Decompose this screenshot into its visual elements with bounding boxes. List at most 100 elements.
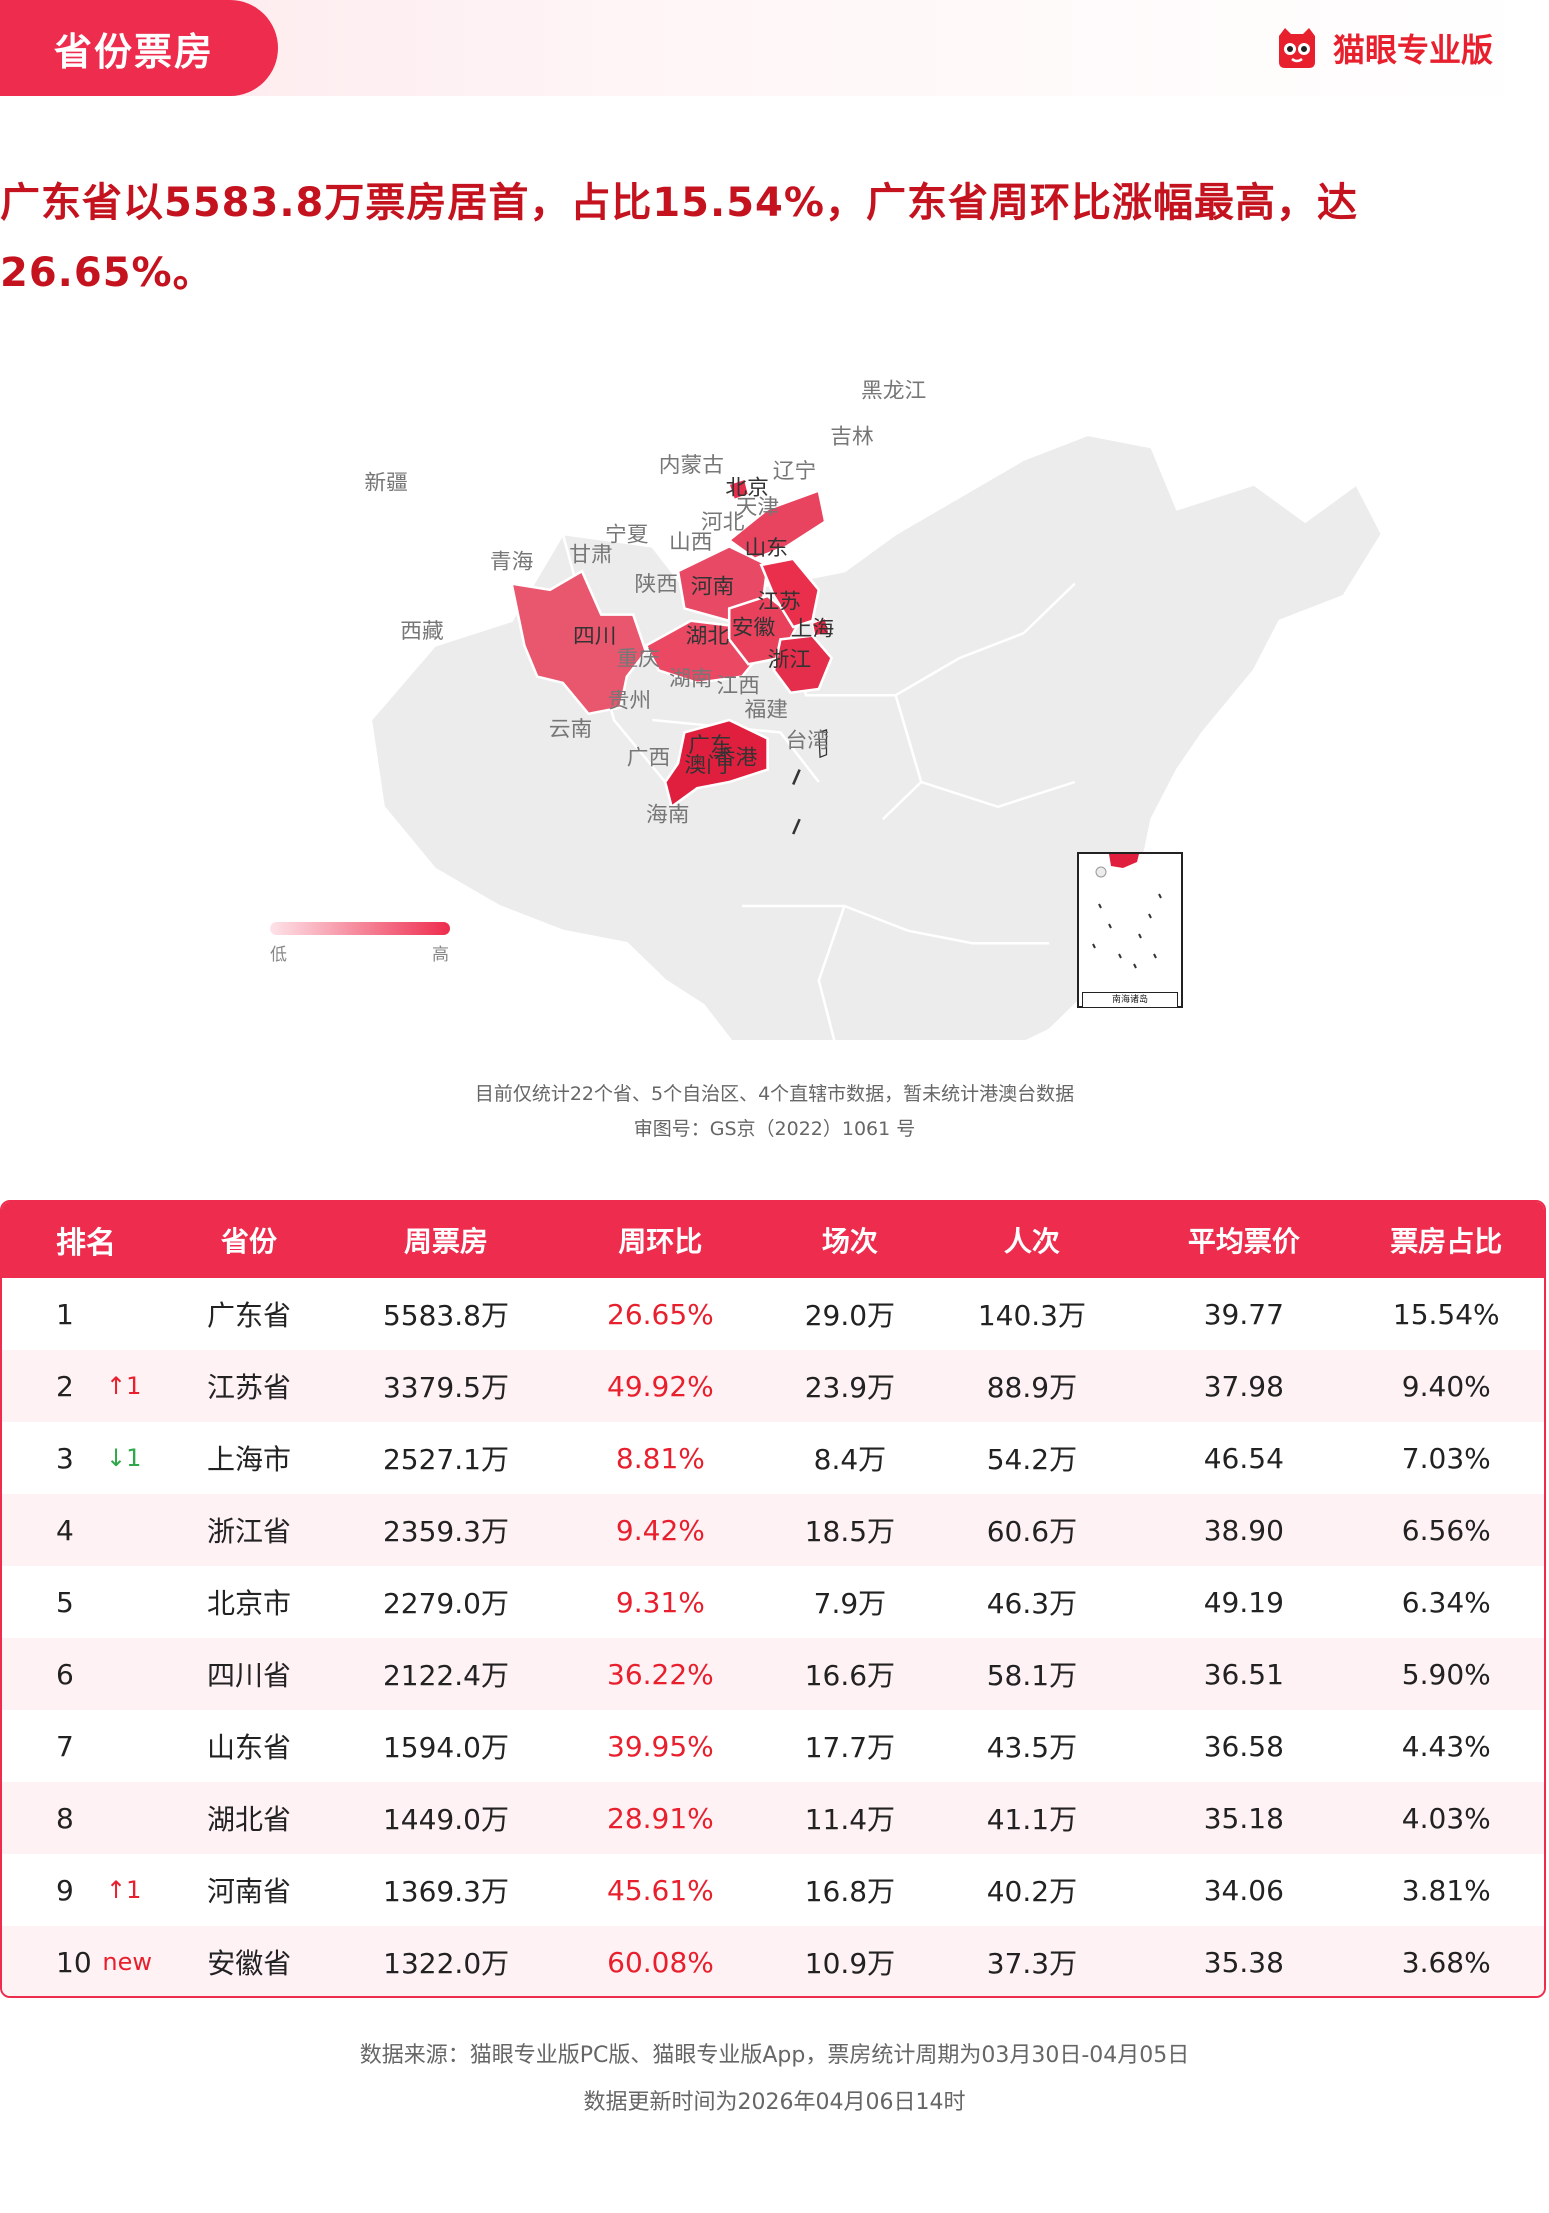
rank-cell: 9 ↑1	[2, 1874, 152, 1907]
attendance-cell: 37.3万	[986, 1947, 1078, 1980]
map-label-xinjiang: 新疆	[364, 471, 407, 496]
province-beijing	[728, 478, 750, 501]
map-label-gansu: 甘肃	[569, 543, 612, 568]
weekly-boxoffice-cell: 1594.0万	[382, 1731, 509, 1764]
week-over-week-cell: 36.22%	[607, 1657, 714, 1691]
table-row[interactable]: 4 浙江省 2359.3万 9.42% 18.5万 60.6万 38.90 6.56%	[2, 1494, 1544, 1566]
shows-cell: 18.5万	[804, 1515, 896, 1548]
avg-price-cell: 37.98	[1203, 1369, 1284, 1403]
cat-eye-logo-icon	[1278, 28, 1315, 68]
map-note-coverage: 目前仅统计22个省、5个自治区、4个直辖市数据，暂未统计港澳台数据	[474, 1083, 1075, 1105]
table-header-row: 排名 省份 周票房 周环比 场次 人次 平均票价 票房占比	[2, 1202, 1544, 1278]
share-cell: 7.03%	[1401, 1441, 1491, 1475]
south-sea-inset	[1077, 852, 1183, 1008]
header-shows: 场次	[821, 1225, 878, 1258]
weekly-boxoffice-cell: 2279.0万	[382, 1587, 509, 1620]
header-rank: 排名	[56, 1226, 116, 1261]
map-note-approval: 审图号：GS京（2022）1061 号	[633, 1118, 916, 1140]
map-label-tianjin: 天津	[736, 495, 779, 520]
map-boundaries	[561, 533, 1076, 1080]
map-label-xianggang: 香港	[714, 746, 757, 771]
province-cell: 浙江省	[206, 1515, 291, 1548]
rank-change: ↑1	[106, 1876, 142, 1904]
shows-cell: 17.7万	[804, 1731, 896, 1764]
map-label-qinghai: 青海	[490, 550, 533, 575]
weekly-boxoffice-cell: 2527.1万	[382, 1443, 509, 1476]
shows-cell: 16.8万	[804, 1875, 896, 1908]
weekly-boxoffice-cell: 5583.8万	[382, 1299, 509, 1332]
header-share: 票房占比	[1390, 1225, 1503, 1258]
china-map: 新疆 西藏 青海 甘肃 内蒙古 宁夏 山西 陕西 河北 北京 天津 山东 河南 …	[0, 0, 1549, 1106]
share-cell: 4.43%	[1401, 1729, 1491, 1763]
week-over-week-cell: 39.95%	[607, 1729, 714, 1763]
attendance-cell: 46.3万	[986, 1587, 1078, 1620]
table-row[interactable]: 7 山东省 1594.0万 39.95% 17.7万 43.5万 36.58 4.43%	[2, 1710, 1544, 1782]
map-south-sea-dashes	[792, 769, 801, 835]
share-cell: 6.34%	[1401, 1585, 1491, 1619]
province-cell: 山东省	[206, 1731, 291, 1764]
table-row[interactable]: 1 广东省 5583.8万 26.65% 29.0万 140.3万 39.77 15.54%	[2, 1278, 1544, 1350]
south-sea-inset-caption: 南海诸岛	[1082, 992, 1178, 1008]
brand[interactable]: 猫眼专业版	[1273, 26, 1493, 70]
avg-price-cell: 35.18	[1203, 1801, 1284, 1835]
avg-price-cell: 39.77	[1203, 1297, 1284, 1331]
map-label-henan: 河南	[691, 575, 734, 600]
map-label-anhui: 安徽	[732, 616, 775, 641]
map-label-liaoning: 辽宁	[773, 460, 816, 485]
province-cell: 湖北省	[206, 1803, 291, 1836]
map-base-shape	[369, 433, 1384, 1106]
avg-price-cell: 35.38	[1203, 1945, 1284, 1979]
week-over-week-cell: 8.81%	[615, 1441, 705, 1475]
weekly-boxoffice-cell: 2122.4万	[382, 1659, 509, 1692]
rank-number: 1	[56, 1297, 74, 1331]
taiwan-island	[818, 729, 828, 759]
hainan-island	[652, 814, 685, 840]
shows-cell: 7.9万	[813, 1587, 887, 1620]
rank-cell: 2 ↑1	[2, 1370, 152, 1403]
province-sichuan	[509, 569, 648, 716]
table-row[interactable]: 5 北京市 2279.0万 9.31% 7.9万 46.3万 49.19 6.34%	[2, 1566, 1544, 1638]
week-over-week-cell: 26.65%	[607, 1297, 714, 1331]
shows-cell: 10.9万	[804, 1947, 896, 1980]
shows-cell: 29.0万	[804, 1299, 896, 1332]
share-cell: 4.03%	[1401, 1801, 1491, 1835]
map-label-guangdong: 广东	[688, 734, 731, 759]
week-over-week-cell: 45.61%	[607, 1873, 714, 1907]
attendance-cell: 54.2万	[986, 1443, 1078, 1476]
avg-price-cell: 46.54	[1203, 1441, 1284, 1475]
rank-number: 5	[56, 1585, 74, 1619]
weekly-boxoffice-cell: 1322.0万	[383, 1947, 510, 1980]
map-label-heilongjiang: 黑龙江	[861, 379, 926, 404]
table-row[interactable]: 2 ↑1 江苏省 3379.5万 49.92% 23.9万 88.9万 37.98 9.40%	[2, 1350, 1544, 1422]
header-people: 人次	[1003, 1225, 1060, 1258]
share-cell: 5.90%	[1401, 1657, 1491, 1691]
avg-price-cell: 34.06	[1203, 1873, 1284, 1907]
map-label-jiangsu: 江苏	[757, 590, 800, 615]
section-title: 省份票房	[54, 29, 215, 74]
province-cell: 北京市	[206, 1587, 291, 1620]
shows-cell: 8.4万	[813, 1443, 887, 1476]
province-cell: 上海市	[206, 1443, 291, 1476]
map-label-chongqing: 重庆	[617, 647, 660, 672]
table-row[interactable]: 6 四川省 2122.4万 36.22% 16.6万 58.1万 36.51 5.90%	[2, 1638, 1544, 1710]
color-scale-legend	[270, 922, 450, 935]
weekly-boxoffice-cell: 3379.5万	[382, 1371, 509, 1404]
attendance-cell: 58.1万	[986, 1659, 1078, 1692]
map-label-guizhou: 贵州	[608, 689, 651, 714]
header-price: 平均票价	[1187, 1225, 1300, 1258]
table-row[interactable]: 10 new 安徽省 1322.0万 60.08% 10.9万 37.3万 35.38 3.68…	[2, 1926, 1544, 1996]
rank-cell: 8	[2, 1802, 152, 1835]
weekly-boxoffice-cell: 1449.0万	[382, 1803, 509, 1836]
table-row[interactable]: 9 ↑1 河南省 1369.3万 45.61% 16.8万 40.2万 34.06 3.81%	[2, 1854, 1544, 1926]
table-row[interactable]: 3 ↓1 上海市 2527.1万 8.81% 8.4万 54.2万 46.54 7.03%	[2, 1422, 1544, 1494]
table-row[interactable]: 8 湖北省 1449.0万 28.91% 11.4万 41.1万 35.18 4.03%	[2, 1782, 1544, 1854]
map-label-hunan: 湖南	[669, 667, 712, 692]
rank-change: new	[102, 1948, 152, 1976]
map-label-sichuan: 四川	[573, 624, 616, 649]
rank-number: 10	[56, 1945, 92, 1979]
legend-low-label: 低	[270, 945, 287, 965]
map-label-shandong: 山东	[745, 536, 788, 561]
province-zhejiang	[772, 634, 834, 695]
share-cell: 6.56%	[1401, 1513, 1491, 1547]
footer-update-time: 数据更新时间为2026年04月06日14时	[583, 2090, 966, 2115]
